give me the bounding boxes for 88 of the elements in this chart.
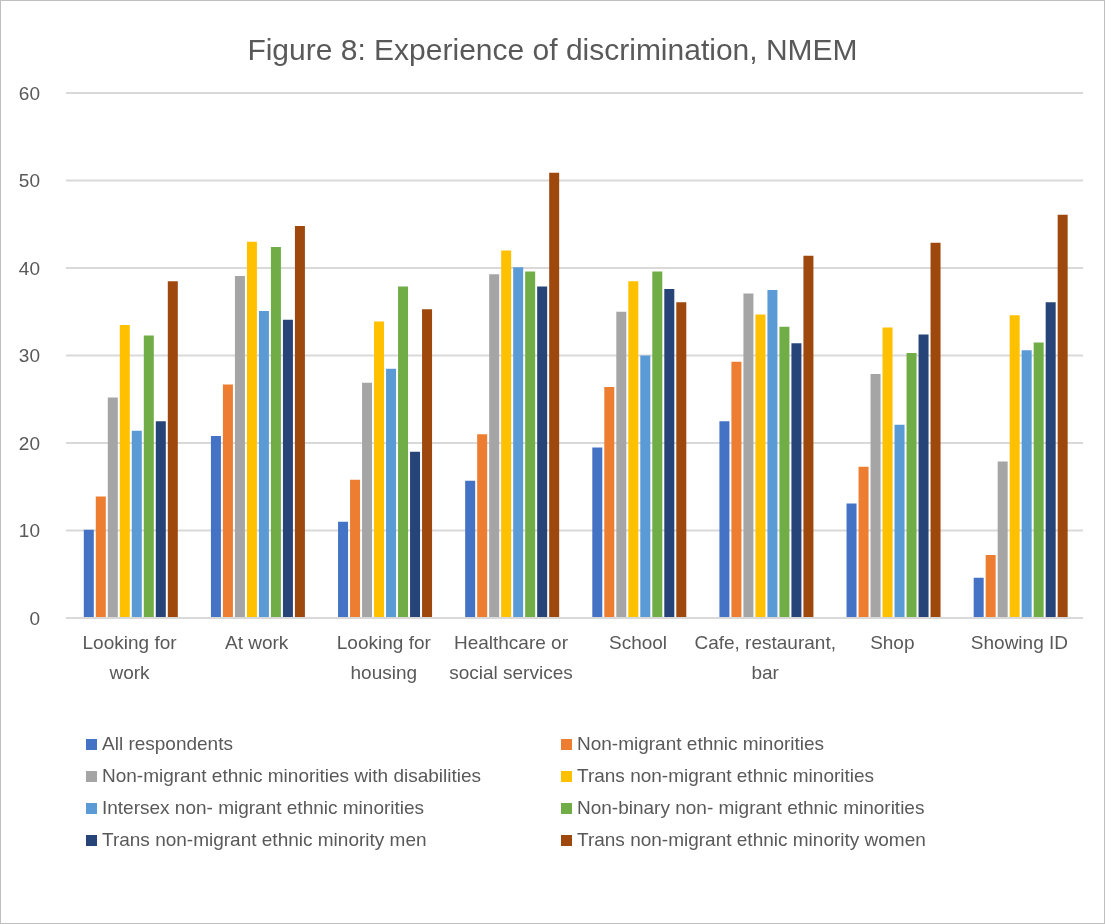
bar <box>167 281 178 618</box>
bar <box>1021 350 1032 618</box>
x-tick-label: Cafe, restaurant, bar <box>694 632 836 684</box>
bar <box>743 293 754 618</box>
bar <box>882 327 893 618</box>
bar <box>846 503 857 618</box>
y-tick-label: 50 <box>18 170 40 192</box>
bar <box>107 397 118 618</box>
bar <box>465 480 476 618</box>
bar <box>489 274 500 618</box>
legend-label: All respondents <box>102 733 233 755</box>
x-tick-label: Looking for housing <box>336 632 432 684</box>
bar <box>525 271 536 618</box>
y-tick-label: 0 <box>29 607 40 629</box>
bar <box>719 421 730 618</box>
y-tick-label: 20 <box>18 432 40 454</box>
y-tick-label: 40 <box>18 257 40 279</box>
legend-label: Trans non-migrant ethnic minority men <box>102 829 427 851</box>
legend-label: Non-migrant ethnic minorities with disabilities <box>102 765 482 787</box>
bar <box>422 309 433 618</box>
bar <box>294 226 305 618</box>
bar <box>664 289 675 618</box>
bar <box>501 250 512 618</box>
bar <box>143 335 154 618</box>
bar <box>1045 302 1056 618</box>
bar <box>155 421 166 618</box>
bar <box>791 343 802 618</box>
bar <box>997 461 1008 618</box>
bar <box>628 281 639 618</box>
y-tick-label: 30 <box>18 345 40 367</box>
bar <box>246 241 257 618</box>
bar <box>83 529 94 618</box>
chart-title: Figure 8: Experience of discrimination, NMEM <box>246 33 859 68</box>
bar <box>858 466 869 618</box>
bar <box>652 271 663 618</box>
bar <box>1033 342 1044 618</box>
bar <box>779 326 790 618</box>
x-tick-label: Looking for work <box>82 632 178 684</box>
bar <box>222 384 233 618</box>
x-tick-label: Shop <box>870 632 915 654</box>
bar <box>755 314 766 618</box>
bar <box>616 311 627 618</box>
bar <box>767 289 778 618</box>
y-tick-label: 10 <box>18 520 40 542</box>
bar <box>513 267 524 618</box>
bar <box>210 436 221 618</box>
bar <box>1057 214 1068 618</box>
bar <box>374 321 385 618</box>
legend-label: Non-binary non- migrant ethnic minorities <box>577 797 925 819</box>
bar <box>338 521 349 618</box>
bar <box>410 451 421 618</box>
bar <box>95 496 106 618</box>
legend-label: Trans non-migrant ethnic minority women <box>577 829 926 851</box>
bar <box>985 555 996 618</box>
bar <box>362 382 373 618</box>
y-tick-label: 60 <box>18 82 40 104</box>
bar <box>918 334 929 618</box>
bar <box>131 430 142 618</box>
bar <box>1009 315 1020 618</box>
bar <box>282 319 293 618</box>
bar <box>973 577 984 618</box>
bar <box>270 247 281 618</box>
legend-label: Intersex non- migrant ethnic minorities <box>102 797 425 819</box>
bar <box>258 310 269 618</box>
bar <box>803 255 814 618</box>
x-tick-label: At work <box>225 632 289 654</box>
bar <box>386 368 397 618</box>
bar <box>906 352 917 618</box>
bar <box>350 479 361 618</box>
bar <box>676 302 687 618</box>
legend-label: Non-migrant ethnic minorities <box>577 733 825 755</box>
bar <box>549 172 560 618</box>
x-tick-label: Healthcare or social services <box>449 632 573 684</box>
legend-label: Trans non-migrant ethnic minorities <box>577 765 875 787</box>
bar <box>604 387 615 618</box>
bar <box>592 447 603 618</box>
bar <box>640 355 651 618</box>
bar <box>731 361 742 618</box>
bar <box>870 373 881 618</box>
bar <box>119 324 130 618</box>
bar <box>234 275 245 618</box>
bar <box>477 434 488 618</box>
bar <box>398 286 409 618</box>
bar <box>930 242 941 618</box>
bar <box>894 424 905 618</box>
bar <box>537 286 548 618</box>
x-tick-label: School <box>609 632 668 654</box>
x-tick-label: Showing ID <box>970 632 1069 654</box>
